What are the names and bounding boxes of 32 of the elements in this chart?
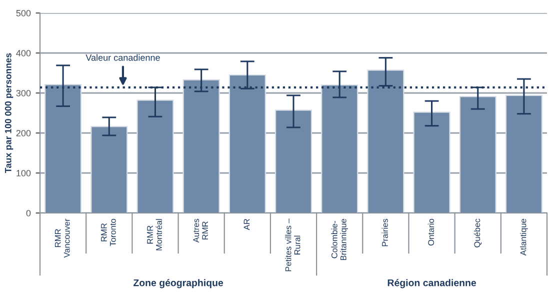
bar: [274, 110, 312, 213]
ref-line-label: Valeur canadienne: [86, 54, 160, 61]
bar: [182, 79, 220, 213]
text: Région canadienne: [388, 279, 476, 288]
x-tick-label: Atlantique: [520, 218, 528, 256]
bar: [321, 84, 358, 213]
x-tick-label: RMR Vancouver: [54, 218, 70, 258]
bar: [136, 100, 174, 213]
y-axis-title: Taux par 100 000 personnes: [4, 53, 14, 174]
y-tick-label: 400: [16, 50, 31, 56]
x-tick-label: RMR Toronto: [101, 218, 116, 246]
y-tick-label: 200: [16, 130, 31, 136]
bar: [90, 126, 128, 213]
x-tick-label: Autres RMR: [193, 218, 208, 243]
bar: [367, 70, 404, 213]
bar: [228, 74, 266, 213]
text: Zone géographique: [133, 279, 224, 288]
x-tick-label: Québec: [474, 218, 482, 248]
x-tick-label: Colombie- Britannique: [331, 218, 348, 260]
y-tick-label: 300: [16, 90, 31, 96]
bar: [44, 84, 82, 213]
y-tick-label: 0: [26, 210, 31, 216]
bar: [505, 94, 542, 213]
x-tick-label: AR: [244, 218, 250, 230]
x-tick-label: Ontario: [428, 218, 434, 246]
x-tick-label: Petites villes – Rural: [285, 218, 300, 272]
y-tick-label: 100: [16, 170, 31, 176]
x-tick-label: RMR Montréal: [147, 219, 162, 250]
bar: [459, 96, 496, 213]
y-tick-label: 500: [16, 10, 31, 16]
bar: [413, 112, 450, 213]
x-tick-label: Prairies: [382, 218, 388, 246]
